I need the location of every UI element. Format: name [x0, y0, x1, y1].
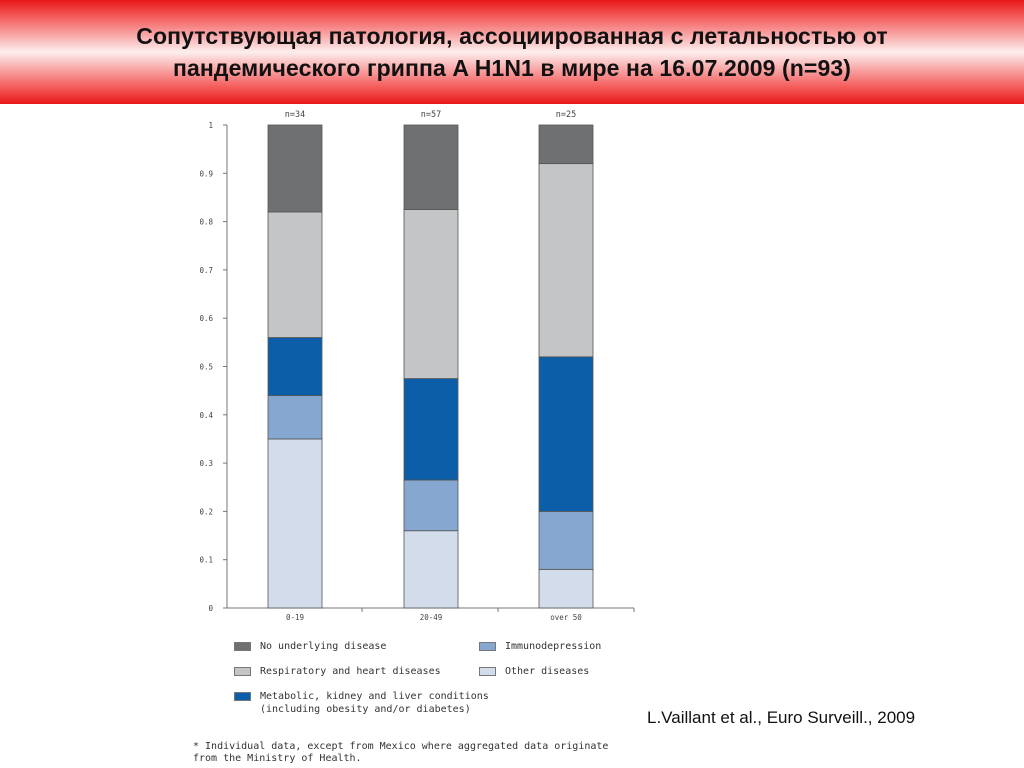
legend-swatch-no-underlying: [234, 642, 251, 651]
bar-segment-metabolic: [403, 378, 459, 481]
legend-label-other: Other diseases: [505, 666, 590, 677]
bar-segment-immunodepression: [538, 510, 594, 570]
y-tick-label: 0.9: [199, 169, 213, 178]
legend-label-metabolic-line-2: (including obesity and/or diabetes): [260, 704, 471, 715]
legend-label-no-underlying: No underlying disease: [260, 641, 387, 652]
n-label: n=34: [285, 110, 305, 120]
legend-label-immunodepression: Immunodepression: [505, 641, 602, 652]
x-category-label: over 50: [550, 613, 582, 622]
bar-segment-respiratory: [403, 209, 459, 379]
x-category-label: 20-49: [420, 613, 443, 622]
y-tick-label: 0: [208, 604, 213, 613]
bar-segment-no: [403, 124, 459, 210]
x-category-label: 0-19: [286, 613, 304, 622]
slide-title-line-2: пандемического гриппа A H1N1 в мире на 1…: [173, 55, 851, 81]
legend-swatch-respiratory: [234, 667, 251, 676]
y-tick-label: 0.2: [199, 507, 213, 516]
legend-swatch-other: [479, 667, 496, 676]
legend-label-respiratory: Respiratory and heart diseases: [260, 666, 441, 677]
bar-segment-other: [267, 438, 323, 609]
y-tick-label: 1: [208, 121, 213, 130]
title-band: Сопутствующая патология, ассоциированная…: [0, 0, 1024, 104]
legend-label-metabolic-line-1: Metabolic, kidney and liver conditions: [260, 691, 489, 702]
n-label: n=25: [556, 110, 576, 120]
bar-segment-metabolic: [538, 356, 594, 512]
footnote-line-1: * Individual data, except from Mexico wh…: [193, 741, 609, 752]
y-tick-label: 0.6: [199, 314, 213, 323]
legend-swatch-immunodepression: [479, 642, 496, 651]
bar-segment-respiratory: [267, 211, 323, 338]
bar-segment-immunodepression: [267, 395, 323, 440]
y-tick-label: 0.7: [199, 266, 213, 275]
citation: L.Vaillant et al., Euro Surveill., 2009: [647, 708, 916, 727]
y-tick-label: 0.4: [199, 411, 213, 420]
y-tick-label: 0.3: [199, 459, 213, 468]
n-label: n=57: [421, 110, 441, 120]
y-tick-label: 0.8: [199, 218, 213, 227]
bar-segment-no: [267, 124, 323, 213]
bar-segment-metabolic: [267, 337, 323, 396]
bar-segment-respiratory: [538, 163, 594, 358]
y-tick-label: 0.1: [199, 556, 213, 565]
y-tick-label: 0.5: [199, 363, 213, 372]
footnote-line-2: from the Ministry of Health.: [193, 753, 362, 764]
bar-segment-other: [403, 530, 459, 609]
bar-segment-immunodepression: [403, 479, 459, 532]
bar-segment-other: [538, 568, 594, 609]
bar-segment-no: [538, 124, 594, 165]
legend-swatch-metabolic: [234, 692, 251, 701]
slide-title-line-1: Сопутствующая патология, ассоциированная…: [136, 23, 888, 49]
